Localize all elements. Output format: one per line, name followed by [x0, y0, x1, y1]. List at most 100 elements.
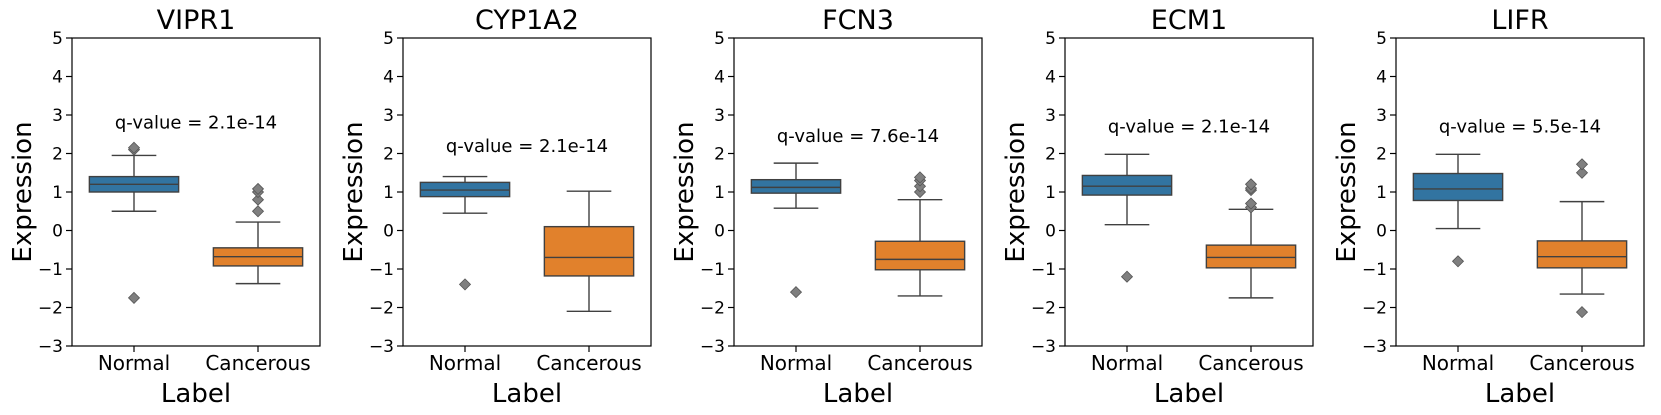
y-tick-label: 3: [52, 106, 63, 126]
box-cancerous-box: [874, 240, 966, 271]
box-cancerous-box: [543, 225, 635, 277]
x-tick-label: Normal: [760, 351, 832, 375]
y-tick-label: −3: [700, 337, 725, 357]
y-tick-label: 4: [52, 68, 63, 88]
axes-frame: [402, 37, 652, 347]
axes-frame: [1064, 37, 1314, 347]
y-tick-label: 2: [52, 145, 63, 165]
y-tick-label: 4: [383, 68, 394, 88]
y-tick-label: −1: [369, 260, 394, 280]
y-tick-label: 5: [714, 29, 725, 49]
y-tick-label: 5: [52, 29, 63, 49]
box-cancerous-outlier: [1575, 158, 1589, 171]
x-axis-label: Label: [1154, 379, 1224, 409]
axes-frame: [71, 37, 321, 347]
y-tick-label: −2: [369, 299, 394, 319]
y-tick-label: −1: [1362, 260, 1387, 280]
y-tick-label: 0: [383, 222, 394, 242]
box-normal-box: [1412, 172, 1504, 202]
y-tick-label: 5: [1376, 29, 1387, 49]
y-tick-label: 2: [714, 145, 725, 165]
y-tick-label: −2: [38, 299, 63, 319]
x-axis-label: Label: [823, 379, 893, 409]
y-tick-label: 1: [383, 183, 394, 203]
panel-title: ECM1: [1151, 5, 1227, 36]
box-normal-outlier: [127, 141, 141, 154]
box-normal-box: [750, 178, 842, 194]
y-tick-label: 0: [1045, 222, 1056, 242]
x-axis-label: Label: [161, 379, 231, 409]
box-normal-outlier: [127, 291, 141, 304]
x-tick-label: Normal: [429, 351, 501, 375]
y-tick-label: 4: [1376, 68, 1387, 88]
y-tick-label: 1: [714, 183, 725, 203]
panel-title: CYP1A2: [475, 5, 579, 36]
y-tick-label: −3: [38, 337, 63, 357]
y-tick-label: −2: [1031, 299, 1056, 319]
y-tick-label: 3: [714, 106, 725, 126]
y-tick-label: −3: [1362, 337, 1387, 357]
x-tick-label: Normal: [1091, 351, 1163, 375]
y-tick-label: 3: [1045, 106, 1056, 126]
y-axis-label: Expression: [1332, 121, 1362, 262]
y-tick-label: 2: [1376, 145, 1387, 165]
box-cancerous-outlier: [1575, 306, 1589, 319]
panel-title: FCN3: [822, 5, 894, 36]
y-tick-label: 4: [1045, 68, 1056, 88]
x-tick-label: Normal: [1422, 351, 1494, 375]
panel-title: VIPR1: [157, 5, 236, 36]
x-tick-label: Cancerous: [205, 351, 310, 375]
x-tick-label: Cancerous: [1529, 351, 1634, 375]
y-axis-label: Expression: [8, 121, 38, 262]
box-cancerous-outlier: [251, 193, 265, 206]
y-axis-label: Expression: [1001, 121, 1031, 262]
box-cancerous-outlier: [1575, 166, 1589, 179]
box-cancerous-outlier: [1244, 178, 1258, 191]
y-tick-label: 0: [714, 222, 725, 242]
box-normal-outlier: [1120, 270, 1134, 283]
box-normal-outlier: [458, 278, 472, 291]
y-tick-label: −1: [1031, 260, 1056, 280]
x-tick-label: Cancerous: [867, 351, 972, 375]
y-tick-label: 2: [383, 145, 394, 165]
y-tick-label: 5: [1045, 29, 1056, 49]
y-tick-label: −3: [369, 337, 394, 357]
x-tick-label: Normal: [98, 351, 170, 375]
q-value-annotation: q-value = 2.1e-14: [446, 136, 608, 157]
y-tick-label: 5: [383, 29, 394, 49]
x-axis-label: Label: [492, 379, 562, 409]
x-tick-label: Cancerous: [536, 351, 641, 375]
box-cancerous-box: [1536, 240, 1628, 269]
q-value-annotation: q-value = 5.5e-14: [1439, 117, 1601, 138]
y-axis-label: Expression: [339, 121, 369, 262]
q-value-annotation: q-value = 2.1e-14: [1108, 117, 1270, 138]
y-axis-label: Expression: [670, 121, 700, 262]
q-value-annotation: q-value = 7.6e-14: [777, 126, 939, 147]
x-tick-label: Cancerous: [1198, 351, 1303, 375]
y-tick-label: 2: [1045, 145, 1056, 165]
y-tick-label: 3: [1376, 106, 1387, 126]
q-value-annotation: q-value = 2.1e-14: [115, 113, 277, 134]
box-normal-outlier: [1451, 255, 1465, 268]
y-tick-label: 1: [52, 183, 63, 203]
box-cancerous-outlier: [251, 205, 265, 218]
y-tick-label: −2: [700, 299, 725, 319]
box-normal-box: [1081, 174, 1173, 196]
y-tick-label: −1: [700, 260, 725, 280]
x-axis-label: Label: [1485, 379, 1555, 409]
y-tick-label: −1: [38, 260, 63, 280]
y-tick-label: −2: [1362, 299, 1387, 319]
y-tick-label: 0: [52, 222, 63, 242]
box-cancerous-box: [1205, 244, 1297, 269]
y-tick-label: −3: [1031, 337, 1056, 357]
box-cancerous-outlier: [251, 182, 265, 195]
box-normal-outlier: [789, 286, 803, 299]
y-tick-label: 1: [1376, 183, 1387, 203]
panel-title: LIFR: [1491, 5, 1548, 36]
y-tick-label: 0: [1376, 222, 1387, 242]
y-tick-label: 4: [714, 68, 725, 88]
axes-frame: [733, 37, 983, 347]
y-tick-label: 3: [383, 106, 394, 126]
box-cancerous-outlier: [913, 171, 927, 184]
